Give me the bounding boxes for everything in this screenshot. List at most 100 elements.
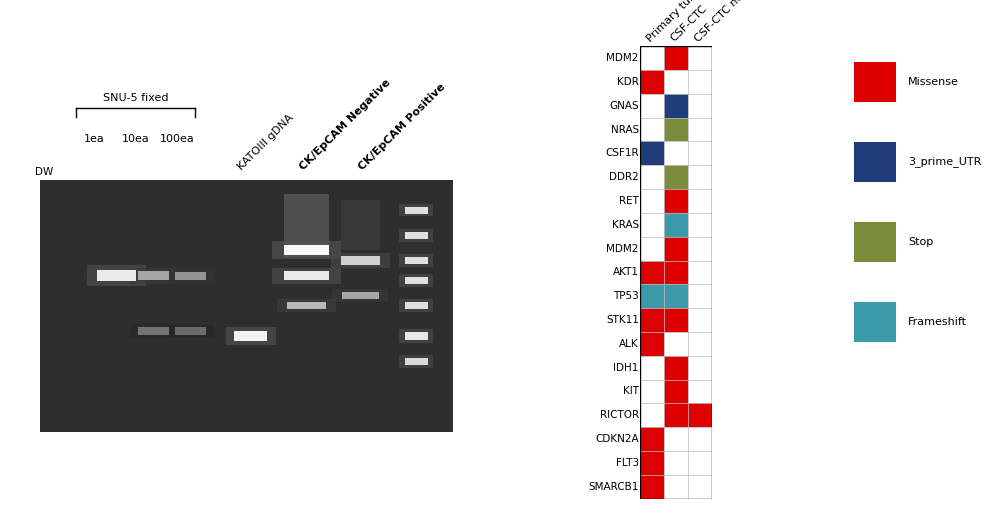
Bar (640, 451, 664, 475)
Bar (138, 327, 169, 335)
Bar (640, 332, 664, 356)
Text: SNU-5 fixed: SNU-5 fixed (103, 93, 168, 103)
Bar (272, 268, 341, 284)
Bar (664, 308, 688, 332)
Bar (342, 292, 379, 299)
Bar (331, 252, 390, 268)
Text: DW: DW (35, 168, 54, 177)
Text: 100ea: 100ea (159, 134, 194, 143)
Bar (640, 70, 664, 94)
Bar (640, 356, 664, 379)
Bar (400, 355, 433, 368)
Text: CSF1R: CSF1R (605, 149, 639, 158)
Text: TP53: TP53 (613, 291, 639, 301)
Text: KATOIII gDNA: KATOIII gDNA (236, 113, 295, 172)
Text: ALK: ALK (619, 339, 639, 349)
Bar (400, 229, 433, 242)
Bar (688, 189, 712, 213)
Text: MDM2: MDM2 (606, 244, 639, 253)
Text: CSF-CTC: CSF-CTC (669, 4, 709, 44)
Bar (640, 403, 664, 427)
Bar (854, 62, 896, 102)
Bar (688, 46, 712, 70)
Bar (688, 403, 712, 427)
Bar (332, 289, 389, 302)
Bar (688, 308, 712, 332)
Text: KRAS: KRAS (611, 220, 639, 230)
Bar (287, 302, 326, 309)
Bar (284, 271, 329, 280)
Bar (688, 475, 712, 499)
Text: CK/EpCAM Negative: CK/EpCAM Negative (298, 78, 393, 172)
Bar (130, 324, 177, 338)
Bar (664, 118, 688, 141)
Bar (664, 94, 688, 118)
Bar (664, 332, 688, 356)
Bar (640, 166, 664, 189)
Bar (664, 284, 688, 308)
Text: AKT1: AKT1 (612, 267, 639, 278)
Text: NRAS: NRAS (610, 124, 639, 135)
Bar (854, 302, 896, 342)
Text: Frameshift: Frameshift (909, 317, 967, 327)
Bar (688, 427, 712, 451)
Bar (688, 451, 712, 475)
Bar (664, 237, 688, 261)
Bar (405, 257, 427, 264)
Text: FLT3: FLT3 (615, 458, 639, 468)
Text: Missense: Missense (909, 77, 959, 87)
Text: RET: RET (619, 196, 639, 206)
Bar (96, 270, 136, 281)
Bar (405, 332, 427, 340)
Text: 1ea: 1ea (84, 134, 105, 143)
Bar (688, 166, 712, 189)
Text: 3_prime_UTR: 3_prime_UTR (909, 156, 982, 168)
Bar (341, 200, 380, 250)
Text: Stop: Stop (909, 237, 933, 247)
Bar (664, 141, 688, 166)
Bar (175, 327, 206, 335)
Bar (640, 94, 664, 118)
Bar (405, 302, 427, 309)
Text: KIT: KIT (623, 387, 639, 396)
Text: GNAS: GNAS (609, 101, 639, 111)
Bar (640, 284, 664, 308)
Bar (405, 207, 427, 214)
Bar (86, 265, 146, 286)
Text: RICTOR: RICTOR (599, 410, 639, 420)
Bar (640, 237, 664, 261)
Bar (664, 451, 688, 475)
Text: DDR2: DDR2 (609, 172, 639, 182)
Bar (664, 213, 688, 237)
Bar (664, 475, 688, 499)
Bar (854, 222, 896, 262)
Bar (640, 213, 664, 237)
Bar (130, 268, 177, 284)
Bar (688, 332, 712, 356)
Bar (405, 358, 427, 365)
Bar (226, 327, 275, 345)
Bar (175, 271, 206, 280)
Bar (664, 166, 688, 189)
Text: 10ea: 10ea (122, 134, 149, 143)
Bar (688, 379, 712, 403)
Bar (664, 46, 688, 70)
Text: CK/EpCAM Positive: CK/EpCAM Positive (357, 82, 447, 172)
Bar (640, 118, 664, 141)
Bar (688, 356, 712, 379)
Bar (167, 325, 214, 337)
Bar (664, 356, 688, 379)
Bar (400, 204, 433, 216)
Text: MDM2: MDM2 (606, 53, 639, 63)
Bar (688, 118, 712, 141)
Bar (664, 261, 688, 284)
Bar (400, 300, 433, 312)
Bar (664, 427, 688, 451)
Text: CSF-CTC negative: CSF-CTC negative (693, 0, 770, 44)
Bar (138, 271, 169, 280)
Bar (688, 213, 712, 237)
Bar (235, 331, 267, 341)
Bar (640, 189, 664, 213)
Bar (640, 141, 664, 166)
Bar (400, 329, 433, 343)
